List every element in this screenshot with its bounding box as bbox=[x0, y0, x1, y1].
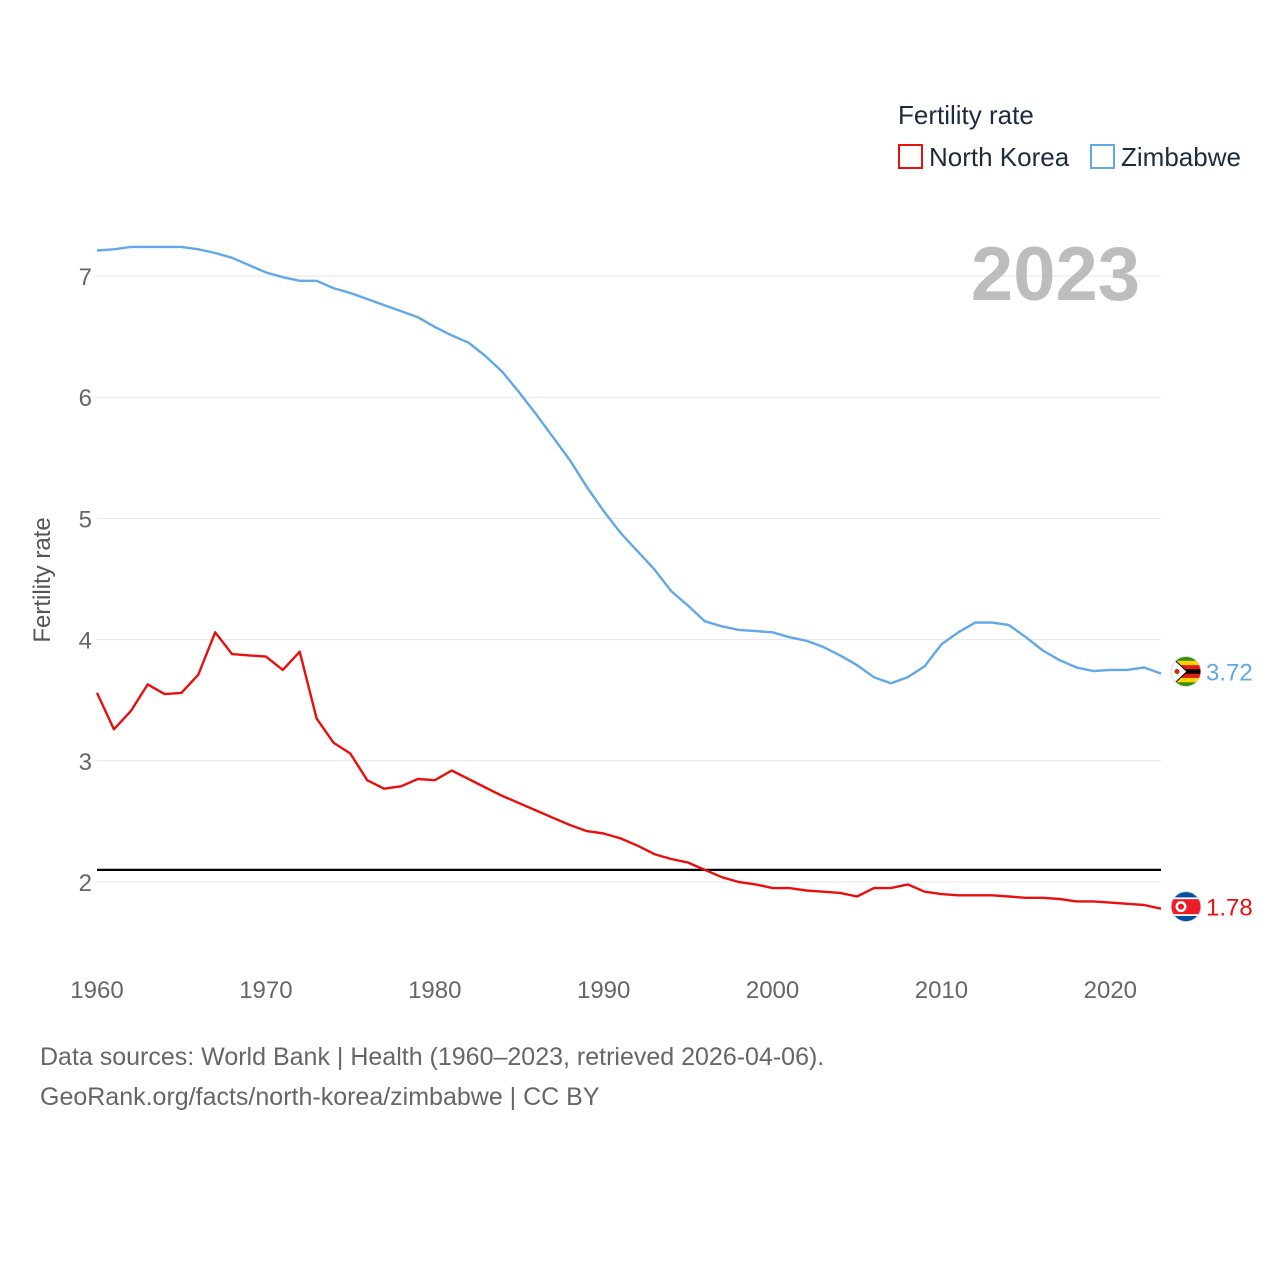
legend: Fertility rate North Korea Zimbabwe bbox=[898, 100, 1241, 172]
legend-swatch-north-korea bbox=[898, 144, 923, 169]
y-tick-label-5: 5 bbox=[79, 506, 92, 533]
legend-title: Fertility rate bbox=[898, 100, 1034, 130]
y-tick-label-6: 6 bbox=[79, 385, 92, 412]
end-label-north-korea: 1.78 bbox=[1206, 895, 1253, 922]
y-axis-ticks: 2 3 4 5 6 7 bbox=[79, 264, 92, 897]
y-tick-label-2: 2 bbox=[79, 870, 92, 897]
legend-item-zimbabwe[interactable]: Zimbabwe bbox=[1090, 142, 1241, 172]
gridlines bbox=[97, 275, 1161, 883]
y-axis-title: Fertility rate bbox=[29, 517, 56, 642]
legend-swatch-zimbabwe bbox=[1090, 144, 1115, 169]
series-line-north-korea bbox=[95, 631, 1162, 910]
fertility-rate-chart: 2 3 4 5 6 7 1960 1970 1980 1990 2000 2010 2020 Fert… bbox=[29, 100, 1253, 1004]
legend-label-north-korea: North Korea bbox=[929, 142, 1070, 172]
legend-label-zimbabwe: Zimbabwe bbox=[1121, 142, 1241, 172]
current-year-label: 2023 bbox=[971, 232, 1140, 317]
x-tick-label-2020: 2020 bbox=[1084, 977, 1137, 1004]
footer-attribution: GeoRank.org/facts/north-korea/zimbabwe |… bbox=[40, 1083, 600, 1111]
x-tick-label-2010: 2010 bbox=[915, 977, 968, 1004]
north-korea-flag-icon bbox=[1170, 891, 1202, 923]
end-label-zimbabwe: 3.72 bbox=[1206, 660, 1253, 687]
x-tick-label-1960: 1960 bbox=[70, 977, 123, 1004]
x-tick-label-1970: 1970 bbox=[239, 977, 292, 1004]
legend-item-north-korea[interactable]: North Korea bbox=[898, 142, 1070, 172]
x-tick-label-2000: 2000 bbox=[746, 977, 799, 1004]
footer-sources: Data sources: World Bank | Health (1960–… bbox=[40, 1043, 825, 1071]
series-end-labels: 1.78 3.72 bbox=[1170, 656, 1253, 923]
x-axis-ticks: 1960 1970 1980 1990 2000 2010 2020 bbox=[70, 977, 1137, 1004]
y-tick-label-7: 7 bbox=[79, 264, 92, 291]
x-tick-label-1990: 1990 bbox=[577, 977, 630, 1004]
series-lines bbox=[95, 245, 1162, 910]
series-line-zimbabwe bbox=[96, 245, 1162, 685]
y-tick-label-4: 4 bbox=[79, 628, 92, 655]
x-tick-label-1980: 1980 bbox=[408, 977, 461, 1004]
zimbabwe-flag-icon bbox=[1170, 656, 1202, 688]
y-tick-label-3: 3 bbox=[79, 749, 92, 776]
